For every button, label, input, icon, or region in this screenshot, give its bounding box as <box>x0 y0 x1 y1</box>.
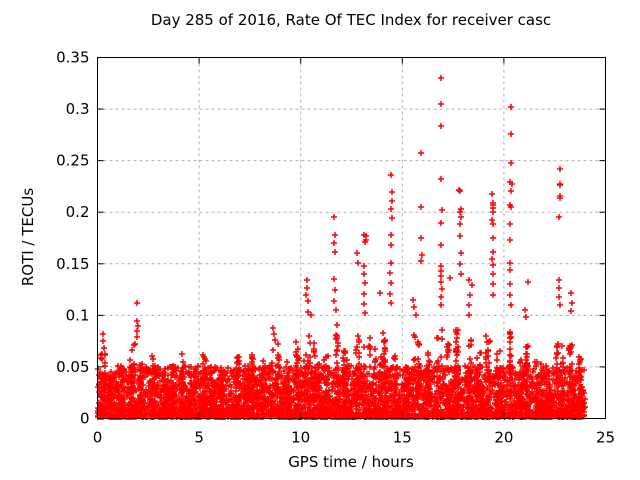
chart-title: Day 285 of 2016, Rate Of TEC Index for r… <box>150 11 552 29</box>
y-tick-label: 0.35 <box>56 49 89 67</box>
y-tick-label: 0.15 <box>56 255 89 273</box>
x-tick-label: 10 <box>291 429 310 447</box>
plot-frame <box>97 57 606 419</box>
x-tick-label: 25 <box>596 429 615 447</box>
x-tick-label: 5 <box>194 429 204 447</box>
x-tick-label: 15 <box>393 429 412 447</box>
x-tick-label: 0 <box>93 429 103 447</box>
y-tick-label: 0.3 <box>66 100 90 118</box>
x-tick-label: 20 <box>494 429 513 447</box>
y-tick-label: 0 <box>80 410 90 428</box>
y-tick-label: 0.25 <box>56 152 89 170</box>
scatter-points <box>95 75 588 420</box>
y-tick-label: 0.05 <box>56 358 89 376</box>
x-axis-label: GPS time / hours <box>288 453 414 471</box>
y-tick-label: 0.1 <box>66 306 90 324</box>
y-tick-label: 0.2 <box>66 203 90 221</box>
